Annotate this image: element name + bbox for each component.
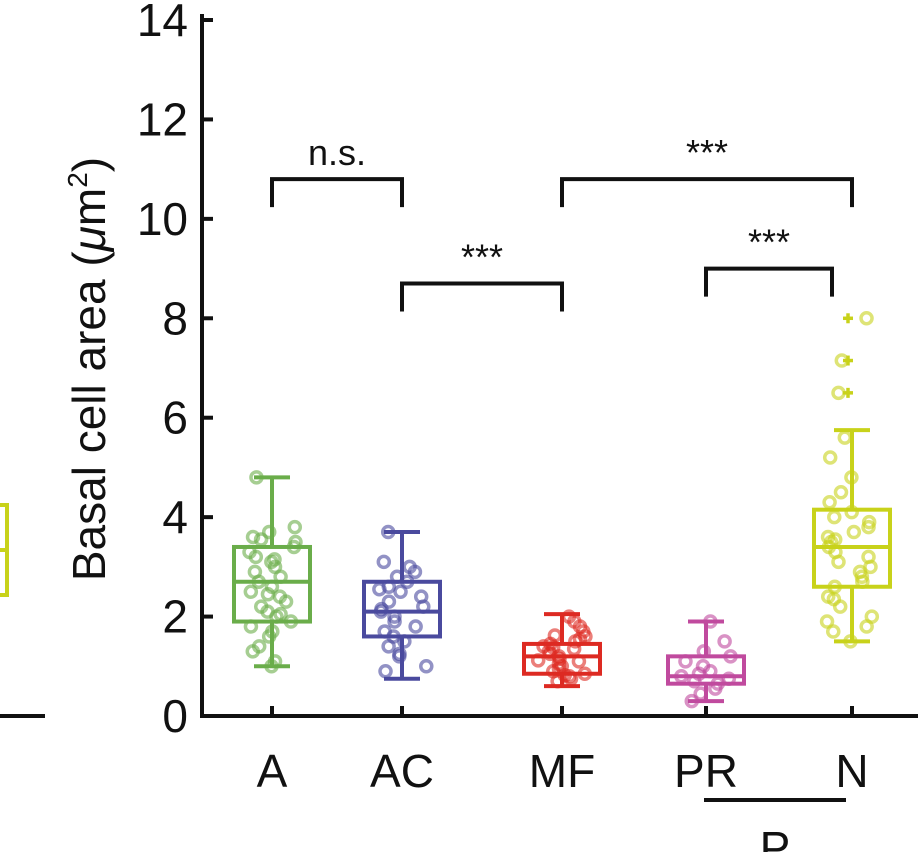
data-point xyxy=(419,659,434,674)
data-point xyxy=(287,519,303,535)
data-point xyxy=(393,584,408,599)
box xyxy=(666,654,746,686)
x-tick-label: MF xyxy=(529,745,595,797)
y-tick-label: 2 xyxy=(162,591,188,643)
data-point xyxy=(717,634,732,649)
box xyxy=(362,579,442,639)
significance-label: *** xyxy=(748,222,790,263)
data-point xyxy=(374,601,389,617)
data-point xyxy=(245,529,261,545)
boxes xyxy=(232,311,892,709)
x-tick-label: N xyxy=(835,745,868,797)
data-point xyxy=(846,524,862,540)
data-point xyxy=(831,385,846,401)
y-tick-label: 8 xyxy=(162,292,188,344)
data-point xyxy=(402,559,417,575)
y-tick-label: 6 xyxy=(162,392,188,444)
y-tick-label: 14 xyxy=(137,0,188,46)
significance-brackets: n.s. *** *** *** xyxy=(270,132,854,312)
significance-bracket: n.s. xyxy=(270,132,404,208)
data-point xyxy=(695,659,711,674)
data-point xyxy=(243,584,259,599)
box-group-A xyxy=(232,470,312,674)
data-point xyxy=(253,532,269,547)
outlier-marker xyxy=(843,355,853,366)
group-bracket-label: P xyxy=(760,822,791,852)
data-point xyxy=(827,509,842,525)
data-point xyxy=(392,646,407,662)
x-tick-label: PR xyxy=(674,745,738,797)
y-tick-label: 4 xyxy=(162,491,188,543)
data-point xyxy=(251,639,267,654)
data-point xyxy=(372,581,387,597)
outlier-marker xyxy=(843,313,853,324)
significance-label: *** xyxy=(686,132,728,173)
y-tick-label: 0 xyxy=(162,690,188,742)
x-tick-label: A xyxy=(257,745,288,797)
data-point xyxy=(819,614,835,629)
data-point xyxy=(837,430,853,445)
outlier-marker xyxy=(843,387,853,398)
bracket-line xyxy=(704,266,834,297)
data-point xyxy=(413,589,429,604)
left-panel-fragment xyxy=(0,503,45,718)
data-point xyxy=(408,619,423,634)
bracket-line xyxy=(560,177,854,208)
data-point xyxy=(272,589,288,604)
data-point xyxy=(826,591,842,607)
data-point xyxy=(822,494,837,510)
bracket-line xyxy=(400,281,564,312)
data-point xyxy=(267,552,282,567)
data-point xyxy=(822,450,838,465)
data-point xyxy=(378,664,393,679)
y-tick-label: 10 xyxy=(137,193,188,245)
data-point xyxy=(247,564,263,580)
y-axis-label: Basal cell area (μm2) xyxy=(62,157,115,581)
data-point xyxy=(833,485,849,500)
data-point xyxy=(387,614,402,629)
significance-bracket: *** xyxy=(560,132,854,208)
significance-label: *** xyxy=(461,236,503,277)
data-point xyxy=(253,599,269,614)
data-point xyxy=(547,628,563,643)
significance-bracket: *** xyxy=(400,236,564,312)
data-point xyxy=(859,311,874,326)
box-group-N xyxy=(812,311,892,649)
data-point xyxy=(820,529,836,545)
data-point xyxy=(826,624,841,639)
box-group-PR xyxy=(666,614,746,709)
data-point xyxy=(376,554,392,570)
axes: 0 2 4 6 8 10 12 14 A AC MF PR N P xyxy=(137,0,918,852)
data-point xyxy=(260,586,276,602)
box xyxy=(232,544,312,624)
box-group-MF xyxy=(522,609,602,689)
box xyxy=(522,641,602,676)
data-point xyxy=(861,514,877,530)
data-point xyxy=(861,549,876,565)
data-point xyxy=(261,524,277,540)
data-point xyxy=(381,594,397,609)
data-point xyxy=(864,609,880,624)
box-group-AC xyxy=(362,524,442,681)
bracket-line xyxy=(270,177,404,208)
significance-label: n.s. xyxy=(308,132,366,173)
significance-bracket: *** xyxy=(704,222,834,297)
y-tick-label: 12 xyxy=(137,93,188,145)
x-tick-label: AC xyxy=(370,745,434,797)
